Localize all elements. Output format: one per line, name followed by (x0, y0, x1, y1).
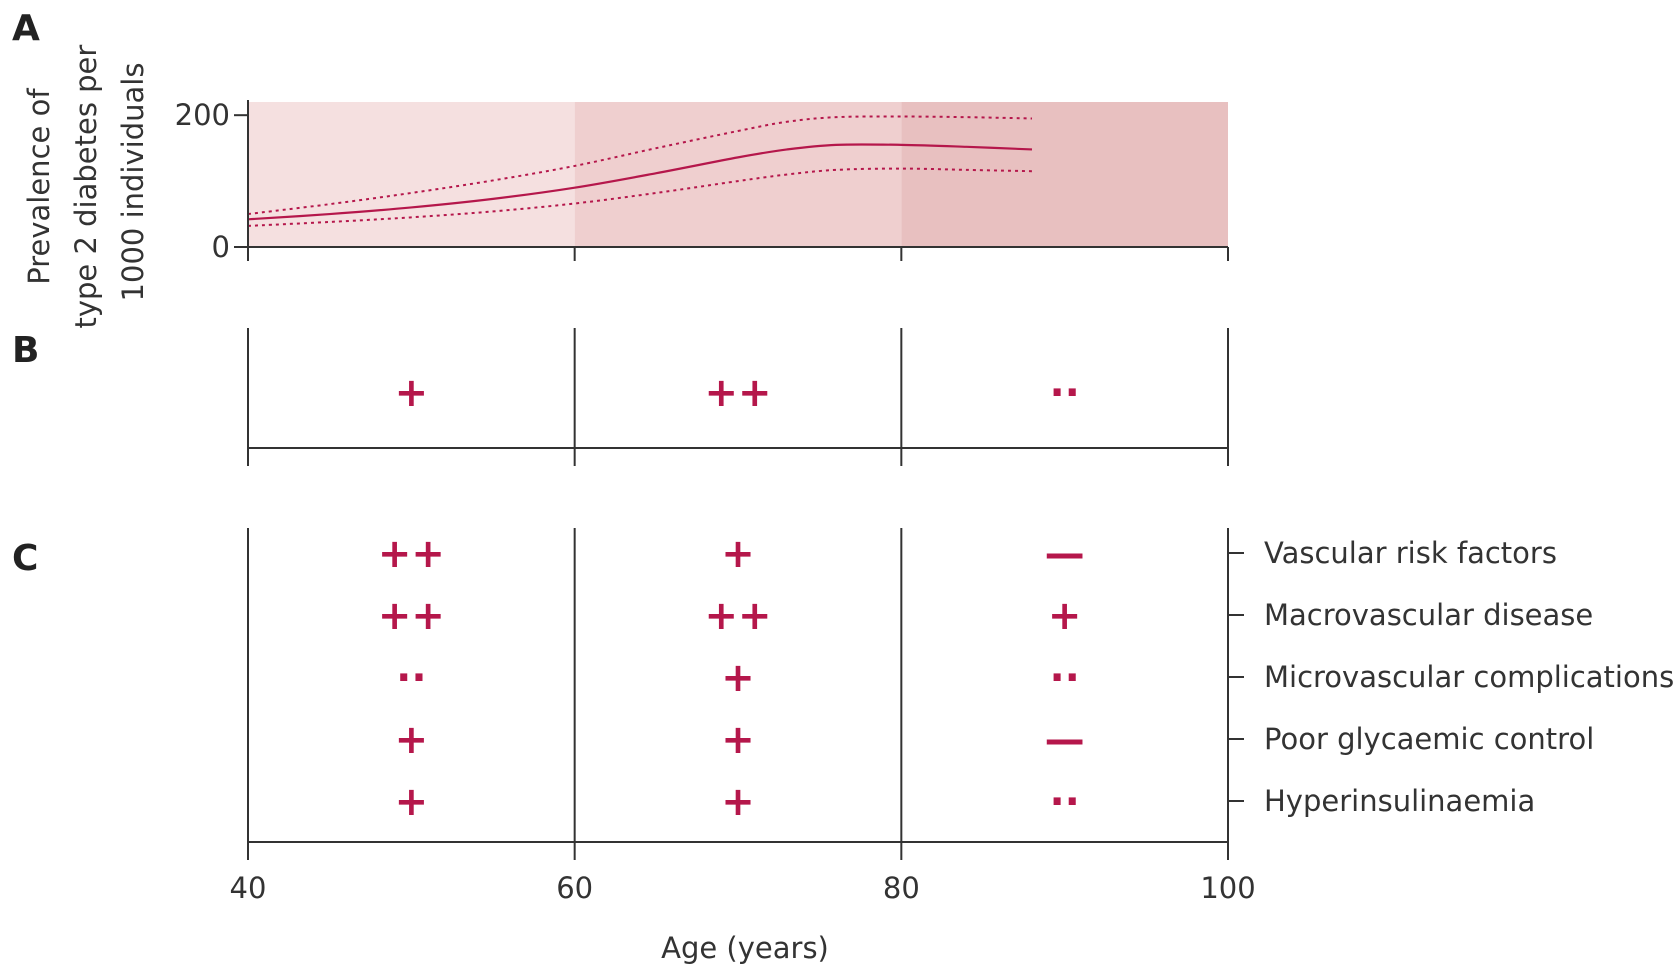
panel-a-axes: 0 200 (175, 98, 1229, 264)
y-axis-title-line-2: type 2 diabetes per (69, 45, 103, 329)
panel-letter-b: B (12, 330, 39, 371)
panel-c-mark: + (1048, 593, 1082, 639)
y-tick-label-200: 200 (175, 98, 230, 132)
panel-b-grid: + ++ ·· (247, 328, 1229, 466)
panel-b-mark: ·· (1049, 370, 1079, 416)
age-band-40-60 (248, 102, 575, 247)
age-band-60-80 (574, 102, 902, 247)
age-band-80-100 (901, 102, 1228, 247)
panel-letter-c: C (12, 538, 38, 579)
y-axis-title-line-1: Prevalence of (22, 88, 56, 285)
row-label: Macrovascular disease (1264, 598, 1593, 632)
panel-letter-a: A (12, 8, 40, 49)
x-axis-title: Age (years) (661, 931, 829, 965)
x-tick-label-80: 80 (883, 871, 920, 905)
x-tick-labels: 40 60 80 100 (230, 871, 1256, 905)
panel-c-mark: — (1045, 531, 1085, 577)
panel-b-mark: + (395, 370, 429, 416)
row-label: Poor glycaemic control (1264, 722, 1594, 756)
row-label: Microvascular complications (1264, 660, 1674, 694)
panel-c-mark: + (721, 655, 755, 701)
panel-c-mark: + (721, 531, 755, 577)
panel-c-mark: + (721, 779, 755, 825)
row-label: Vascular risk factors (1264, 536, 1557, 570)
panel-c-mark: + (721, 717, 755, 763)
panel-c-mark: ·· (1049, 655, 1079, 701)
panel-c-mark: ++ (704, 593, 771, 639)
panel-c-mark: ++ (378, 593, 445, 639)
panel-b-mark: ++ (704, 370, 771, 416)
age-bands (248, 102, 1228, 247)
panel-c-mark: — (1045, 717, 1085, 763)
panel-c-grid: Vascular risk factors++ + —Macrovascular d… (247, 528, 1674, 860)
panel-c-mark: ++ (378, 531, 445, 577)
confidence-bound-line-2 (247, 167, 1033, 227)
x-tick-label-60: 60 (556, 871, 593, 905)
x-tick-label-40: 40 (230, 871, 267, 905)
y-tick-label-0: 0 (212, 230, 230, 264)
panel-a-line-chart: 0 200 Prevalence of type 2 diabetes per 1… (22, 35, 1229, 329)
x-tick-label-100: 100 (1200, 871, 1255, 905)
row-label: Hyperinsulinaemia (1264, 784, 1535, 818)
prevalence-series (247, 115, 1033, 227)
prevalence-line (247, 143, 1033, 221)
panel-c-mark: + (395, 717, 429, 763)
panel-c-mark: ·· (1049, 779, 1079, 825)
y-axis-title: Prevalence of type 2 diabetes per 1000 i… (22, 35, 150, 328)
panel-c-mark: + (395, 779, 429, 825)
y-axis-title-line-3: 1000 individuals (116, 63, 150, 302)
panel-c-mark: ·· (396, 655, 426, 701)
